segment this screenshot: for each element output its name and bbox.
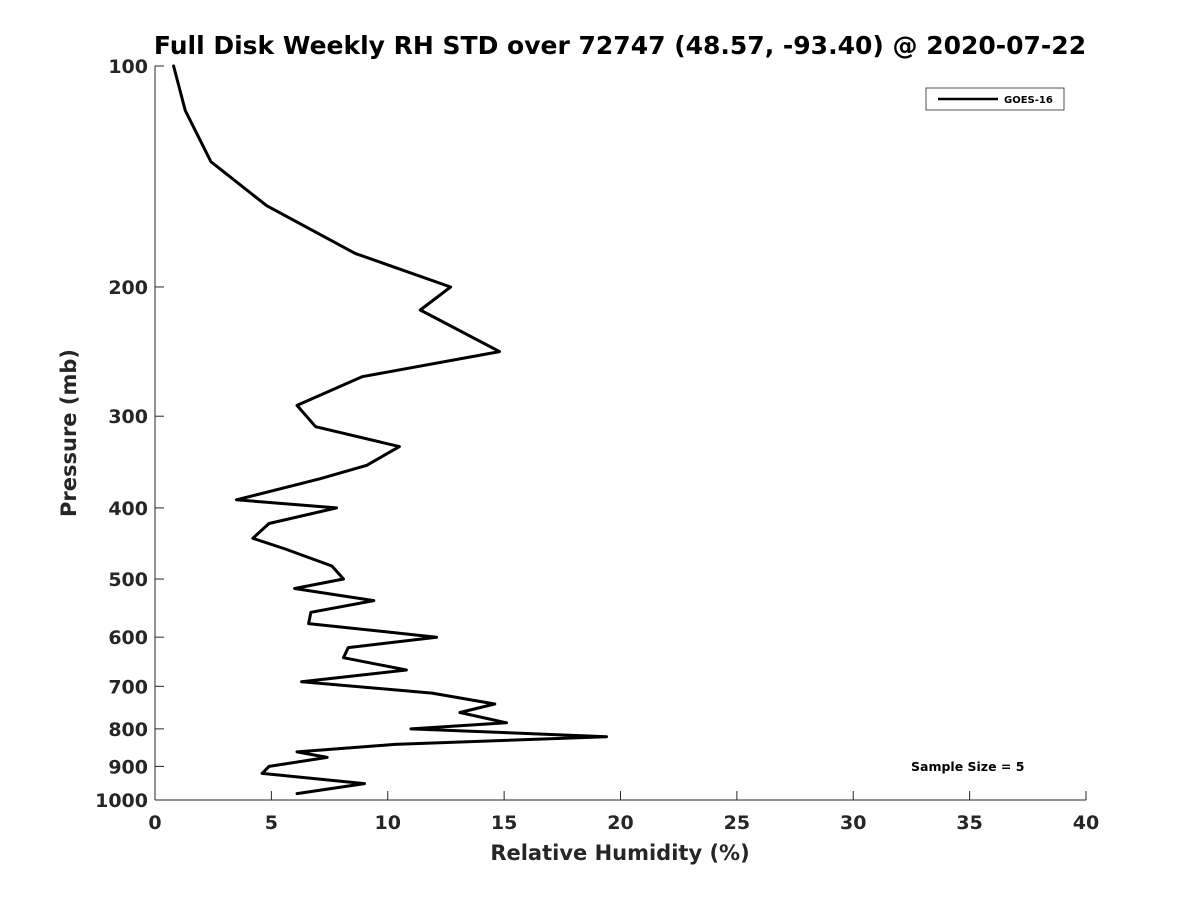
- legend-label-goes-16: GOES-16: [1004, 95, 1053, 106]
- y-tick-label: 700: [108, 676, 148, 698]
- y-tick-label: 800: [108, 719, 148, 741]
- x-tick-label: 15: [491, 812, 517, 834]
- x-axis-label: Relative Humidity (%): [490, 841, 749, 865]
- x-tick-label: 5: [265, 812, 278, 834]
- x-tick-label: 25: [724, 812, 750, 834]
- y-tick-label: 200: [108, 277, 148, 299]
- x-tick-label: 40: [1073, 812, 1099, 834]
- y-tick-label: 1000: [95, 790, 148, 812]
- y-tick-label: 100: [108, 56, 148, 78]
- sample-size-annotation: Sample Size = 5: [911, 759, 1024, 774]
- chart-title: Full Disk Weekly RH STD over 72747 (48.5…: [154, 31, 1086, 60]
- y-tick-label: 600: [108, 627, 148, 649]
- legend: GOES-16: [925, 87, 1065, 111]
- x-tick-label: 20: [607, 812, 633, 834]
- x-tick-label: 30: [840, 812, 866, 834]
- y-tick-label: 300: [108, 406, 148, 428]
- y-axis-ticks: 100 200 300 400 500 600 700 800 900 1000: [95, 56, 164, 812]
- x-axis-ticks: 0 5 10 15 20 25 30 35 40: [148, 791, 1099, 834]
- series-layer: [172, 64, 608, 796]
- y-tick-label: 400: [108, 498, 148, 520]
- y-tick-label: 900: [108, 756, 148, 778]
- plot-area: 0 5 10 15 20 25 30 35 40 100 200 300 400 500 600 700 80…: [95, 56, 1099, 834]
- series-line-goes-16: [172, 64, 608, 796]
- x-tick-label: 0: [148, 812, 161, 834]
- x-tick-label: 10: [375, 812, 401, 834]
- x-tick-label: 35: [956, 812, 982, 834]
- y-tick-label: 500: [108, 569, 148, 591]
- y-axis-label: Pressure (mb): [57, 349, 81, 517]
